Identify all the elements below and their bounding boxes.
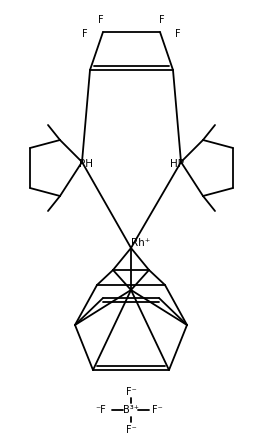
- Text: F⁻: F⁻: [126, 425, 136, 435]
- Text: PH: PH: [79, 159, 93, 169]
- Text: F: F: [82, 29, 88, 39]
- Text: F: F: [175, 29, 181, 39]
- Text: B³⁺: B³⁺: [123, 405, 139, 415]
- Text: F⁻: F⁻: [126, 387, 136, 397]
- Text: HP: HP: [170, 159, 184, 169]
- Text: F⁻: F⁻: [152, 405, 162, 415]
- Text: ⁻F: ⁻F: [96, 405, 106, 415]
- Text: F: F: [98, 15, 104, 25]
- Text: F: F: [159, 15, 165, 25]
- Text: Rh⁺: Rh⁺: [132, 238, 151, 248]
